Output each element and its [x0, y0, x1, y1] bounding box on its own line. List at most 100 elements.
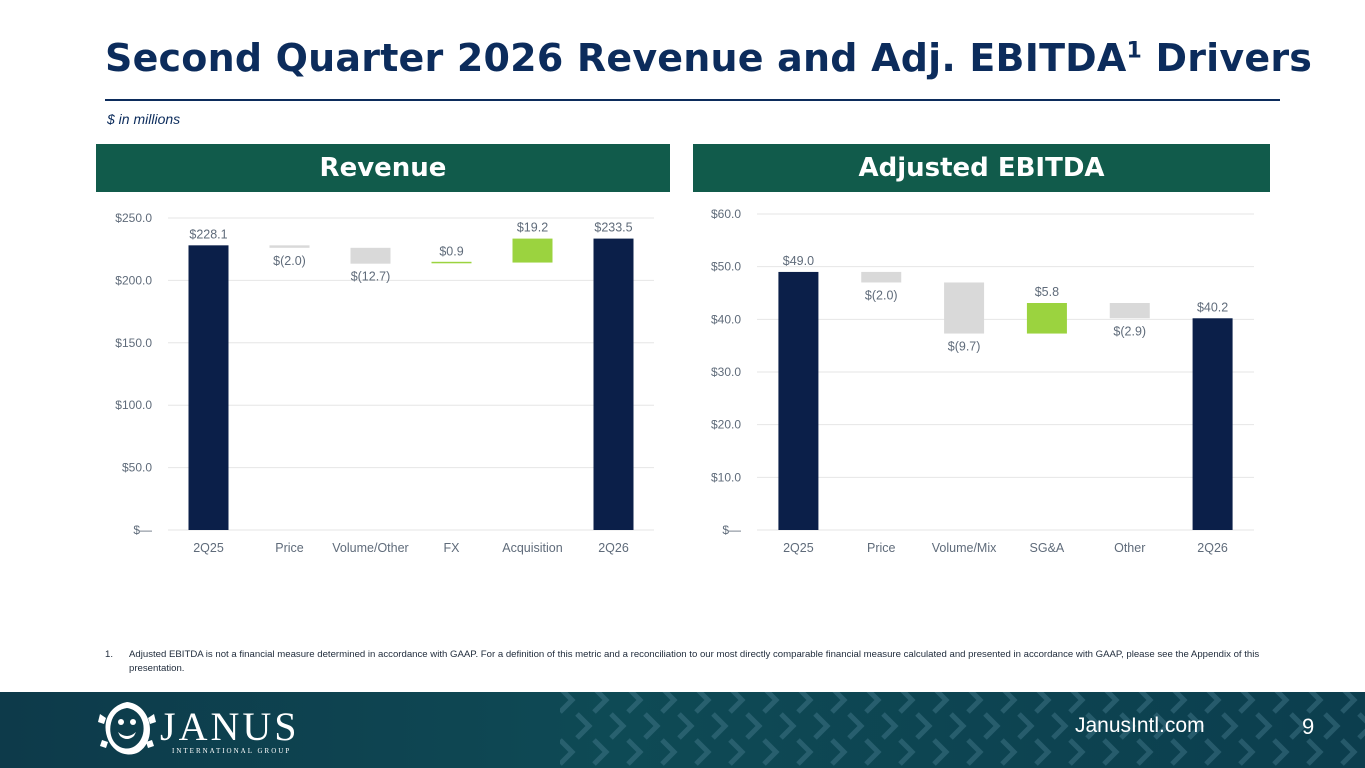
chevron-shape	[609, 712, 627, 740]
revenue-category-label: 2Q26	[598, 541, 629, 555]
chevron-shape	[830, 738, 848, 766]
chevron-shape	[1289, 712, 1307, 740]
ebitda-ytick-label: $—	[722, 523, 741, 537]
chevron-shape	[983, 712, 1001, 740]
chevron-shape	[1170, 738, 1188, 766]
chevron-shape	[1068, 692, 1086, 714]
chevron-shape	[694, 692, 712, 714]
ebitda-category-label: Other	[1114, 541, 1145, 555]
revenue-data-label: $233.5	[594, 221, 632, 235]
chevron-shape	[1187, 712, 1205, 740]
chevron-shape	[1204, 692, 1222, 714]
revenue-bar-2	[350, 247, 391, 264]
page-title: Second Quarter 2026 Revenue and Adj. EBI…	[105, 36, 1312, 80]
brand-name: JANUS	[160, 704, 300, 749]
chevron-shape	[592, 692, 610, 714]
ebitda-panel-header: Adjusted EBITDA	[693, 144, 1270, 192]
revenue-ytick-label: $50.0	[122, 461, 152, 475]
ebitda-data-label: $(9.7)	[948, 340, 981, 354]
revenue-category-label: 2Q25	[193, 541, 224, 555]
chevron-shape	[864, 738, 882, 766]
chevron-shape	[1102, 692, 1120, 714]
waterfall-charts: $— $50.0 $100.0 $150.0 $200.0 $250.0 $228.1 2Q2…	[115, 207, 1254, 555]
chevron-shape	[694, 738, 712, 766]
ebitda-bar-5	[1192, 318, 1233, 530]
chevron-shape	[1102, 738, 1120, 766]
units-subtitle: $ in millions	[107, 111, 181, 127]
chevron-shape	[660, 738, 678, 766]
revenue-bar-0	[188, 245, 229, 530]
revenue-data-label: $0.9	[439, 245, 463, 259]
chevron-shape	[745, 712, 763, 740]
ebitda-bar-2	[944, 282, 985, 334]
chevron-shape	[1000, 738, 1018, 766]
chevron-shape	[898, 738, 916, 766]
ebitda-data-label: $40.2	[1197, 300, 1228, 314]
chevron-shape	[1272, 738, 1290, 766]
revenue-category-label: Acquisition	[502, 541, 562, 555]
revenue-panel-header: Revenue	[96, 144, 670, 192]
ebitda-bar-3	[1026, 303, 1067, 334]
revenue-ytick-label: $100.0	[115, 398, 152, 412]
chevron-shape	[1272, 692, 1290, 714]
chevron-shape	[560, 692, 576, 714]
revenue-ytick-label: $150.0	[115, 336, 152, 350]
chevron-shape	[1034, 692, 1052, 714]
chevron-pattern	[560, 692, 1365, 766]
chevron-shape	[575, 712, 593, 740]
chevron-shape	[728, 738, 746, 766]
chevron-shape	[1119, 712, 1137, 740]
chevron-shape	[932, 738, 950, 766]
footnote-text: Adjusted EBITDA is not a financial measu…	[129, 649, 1260, 674]
chevron-shape	[1238, 692, 1256, 714]
ebitda-category-label: Price	[867, 541, 896, 555]
revenue-data-label: $(12.7)	[351, 270, 391, 284]
website-link[interactable]: JanusIntl.com	[1075, 714, 1205, 737]
revenue-ytick-label: $—	[133, 523, 152, 537]
revenue-category-label: FX	[444, 541, 461, 555]
chevron-shape	[915, 712, 933, 740]
chevron-shape	[1017, 712, 1035, 740]
revenue-data-label: $(2.0)	[273, 254, 306, 268]
janus-logo-icon	[98, 702, 156, 755]
chevron-shape	[592, 738, 610, 766]
revenue-ytick-label: $200.0	[115, 273, 152, 287]
ebitda-category-label: 2Q25	[783, 541, 814, 555]
chevron-shape	[796, 692, 814, 714]
chevron-shape	[677, 712, 695, 740]
chevron-shape	[560, 738, 576, 766]
chevron-shape	[762, 738, 780, 766]
brand-subtitle: INTERNATIONAL GROUP	[172, 747, 292, 755]
chevron-shape	[813, 712, 831, 740]
chevron-shape	[1340, 692, 1358, 714]
chevron-shape	[1204, 738, 1222, 766]
ebitda-ytick-label: $50.0	[711, 260, 741, 274]
revenue-bar-5	[593, 238, 634, 531]
chevron-shape	[796, 738, 814, 766]
chevron-shape	[1323, 712, 1341, 740]
ebitda-ytick-label: $20.0	[711, 418, 741, 432]
chevron-shape	[898, 692, 916, 714]
ebitda-ytick-label: $40.0	[711, 312, 741, 326]
page-title-footnote-marker: 1	[1126, 38, 1143, 64]
page-title-text: Second Quarter 2026 Revenue and Adj. EBI…	[105, 36, 1127, 80]
revenue-category-label: Volume/Other	[332, 541, 408, 555]
chevron-shape	[660, 692, 678, 714]
chevron-shape	[626, 692, 644, 714]
revenue-bar-3	[431, 261, 472, 264]
ebitda-category-label: 2Q26	[1197, 541, 1228, 555]
chevron-shape	[728, 692, 746, 714]
chevron-shape	[1034, 738, 1052, 766]
chevron-shape	[949, 712, 967, 740]
chevron-shape	[626, 738, 644, 766]
revenue-data-label: $19.2	[517, 221, 548, 235]
chevron-shape	[830, 692, 848, 714]
ebitda-data-label: $(2.0)	[865, 288, 898, 302]
chevron-shape	[643, 712, 661, 740]
revenue-bar-4	[512, 238, 553, 263]
chevron-shape	[864, 692, 882, 714]
chevron-shape	[966, 738, 984, 766]
chevron-shape	[1357, 712, 1365, 740]
chevron-shape	[711, 712, 729, 740]
chevron-shape	[1051, 712, 1069, 740]
